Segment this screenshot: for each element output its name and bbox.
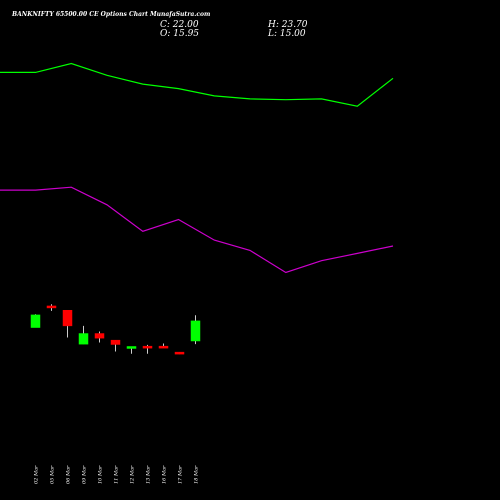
chart-title: BANKNIFTY 65500.00 CE Options Chart Muna…	[11, 11, 210, 18]
candle-body	[142, 345, 153, 349]
candle-body	[46, 305, 57, 309]
x-tick-label: 05 Mar	[50, 465, 56, 484]
x-tick-label: 06 Mar	[66, 465, 72, 484]
candle-body	[62, 310, 73, 327]
x-tick-label: 12 Mar	[130, 465, 136, 484]
candle-body	[94, 333, 105, 339]
indicator-line-1	[0, 62, 394, 107]
x-tick-label: 18 Mar	[194, 465, 200, 484]
x-tick-label: 10 Mar	[98, 465, 104, 484]
x-tick-label: 02 Mar	[34, 465, 40, 484]
indicator-line-2	[0, 186, 394, 274]
candle-body	[126, 346, 137, 349]
x-tick-label: 11 Mar	[114, 465, 120, 484]
x-axis-labels: 02 Mar 05 Mar 06 Mar 09 Mar 10 Mar 11 Mar 12 M…	[34, 465, 200, 484]
candle-body	[190, 320, 201, 342]
high-readout: H: 23.70	[267, 20, 308, 30]
x-tick-label: 09 Mar	[82, 465, 88, 484]
candle-body	[78, 333, 89, 345]
candle-body	[30, 314, 41, 328]
low-readout: L: 15.00	[267, 29, 306, 39]
indicator-lines	[0, 62, 394, 274]
open-readout: O: 15.95	[160, 29, 199, 39]
x-tick-label: 17 Mar	[178, 465, 184, 484]
close-readout: C: 22.00	[160, 20, 199, 30]
candle-body	[158, 345, 169, 349]
candlesticks	[30, 304, 201, 355]
candle-body	[174, 351, 185, 355]
candle-body	[110, 339, 121, 345]
x-tick-label: 13 Mar	[146, 465, 152, 484]
x-tick-label: 16 Mar	[162, 465, 168, 484]
